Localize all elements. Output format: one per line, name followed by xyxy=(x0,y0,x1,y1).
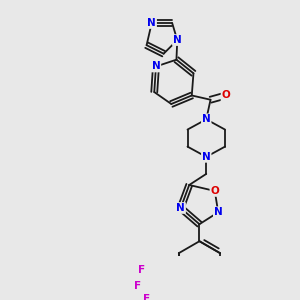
Text: N: N xyxy=(202,152,211,162)
Text: N: N xyxy=(176,203,185,213)
Text: O: O xyxy=(210,186,219,196)
Text: N: N xyxy=(147,18,156,28)
Text: N: N xyxy=(173,35,182,45)
Text: F: F xyxy=(138,265,145,275)
Text: N: N xyxy=(202,114,211,124)
Text: N: N xyxy=(214,207,223,217)
Text: O: O xyxy=(221,91,230,100)
Text: F: F xyxy=(134,280,141,291)
Text: F: F xyxy=(143,294,150,300)
Text: N: N xyxy=(152,61,160,71)
